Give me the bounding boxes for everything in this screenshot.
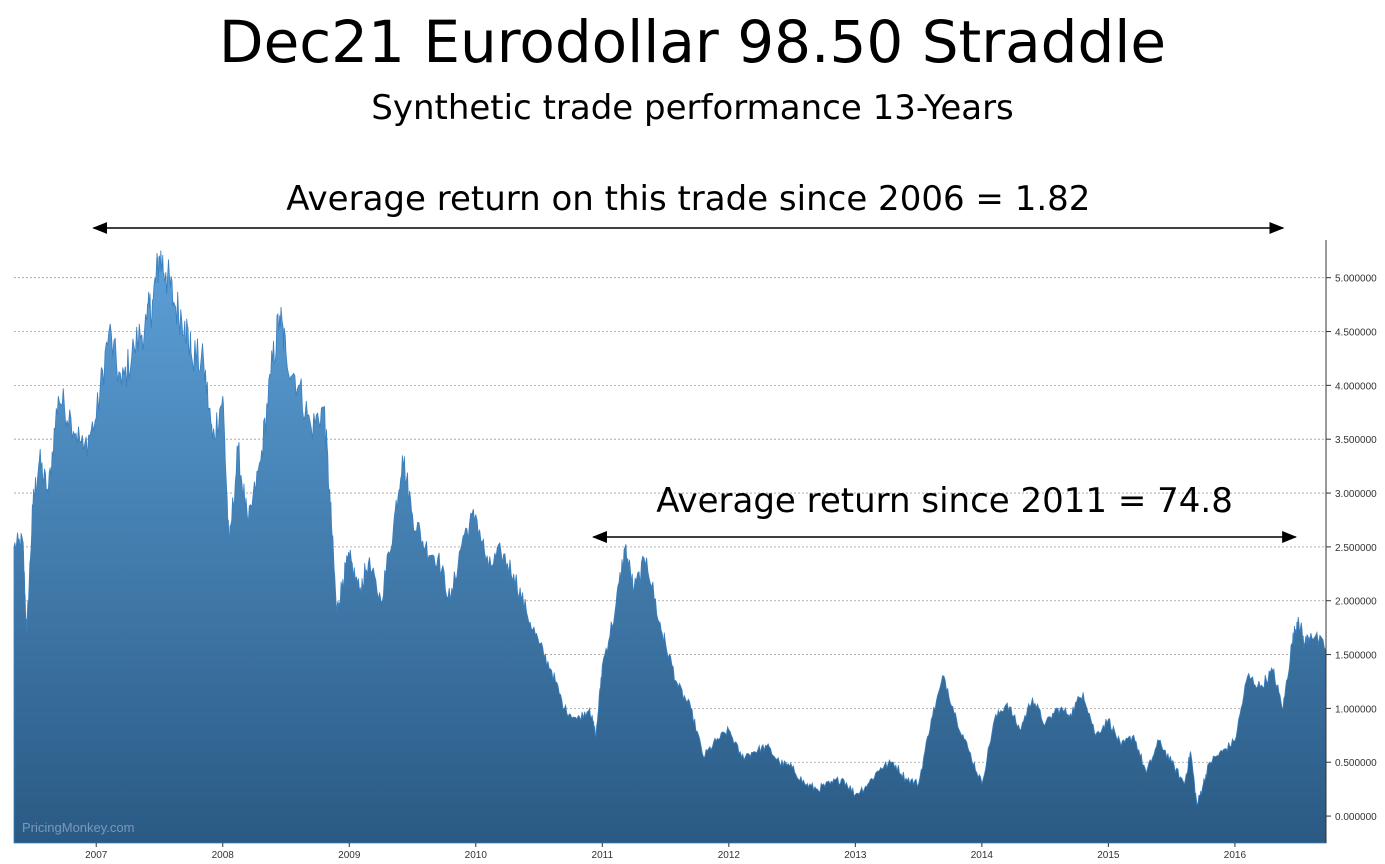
y-tick-label: 5.000000: [1335, 274, 1377, 285]
annotation-label: Average return since 2011 = 74.8: [656, 481, 1233, 521]
x-tick-label: 2014: [971, 850, 994, 861]
series-area: [13, 250, 1327, 844]
y-tick-label: 1.500000: [1335, 651, 1377, 662]
y-tick-label: 3.000000: [1335, 489, 1377, 500]
axes: 0.000000 0.500000 1.000000 1.500000 2.000000…: [85, 240, 1377, 861]
y-tick-label: 3.500000: [1335, 435, 1377, 446]
y-tick-label: 4.500000: [1335, 328, 1377, 339]
y-tick-label: 4.000000: [1335, 381, 1377, 392]
y-tick-label: 2.000000: [1335, 597, 1377, 608]
y-tick-label: 0.500000: [1335, 758, 1377, 769]
y-tick-label: 2.500000: [1335, 543, 1377, 554]
x-tick-label: 2012: [718, 850, 741, 861]
chart-title: Dec21 Eurodollar 98.50 Straddle: [218, 8, 1167, 76]
annotation-label: Average return on this trade since 2006 …: [286, 179, 1090, 219]
y-tick-label: 0.000000: [1335, 812, 1377, 823]
x-tick-label: 2013: [844, 850, 867, 861]
x-tick-label: 2010: [465, 850, 488, 861]
y-tick-label: 1.000000: [1335, 704, 1377, 715]
x-tick-label: 2016: [1224, 850, 1247, 861]
x-tick-label: 2008: [212, 850, 235, 861]
chart-subtitle: Synthetic trade performance 13-Years: [371, 88, 1014, 128]
watermark: PricingMonkey.com: [22, 820, 134, 835]
x-tick-label: 2015: [1097, 850, 1120, 861]
x-tick-label: 2009: [338, 850, 361, 861]
annotations: Average return on this trade since 2006 …: [92, 179, 1298, 543]
x-tick-label: 2007: [85, 850, 108, 861]
x-tick-label: 2011: [592, 850, 614, 861]
area-series: [13, 250, 1327, 844]
